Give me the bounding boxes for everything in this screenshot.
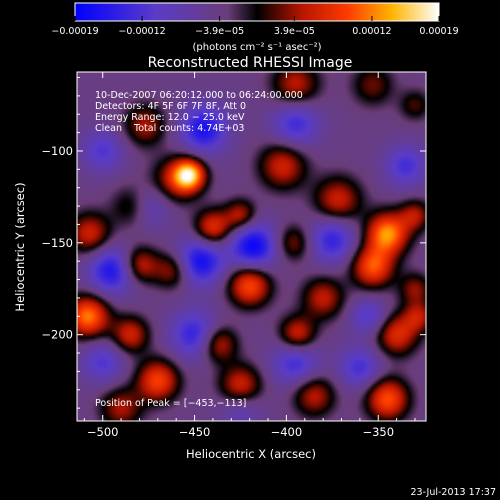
x-axis-label: Heliocentric X (arcsec)	[186, 447, 316, 461]
colorbar-tick-label: −0.00012	[118, 26, 165, 37]
heatmap-image	[77, 72, 426, 421]
colorbar-ticks: −0.00019 −0.00012 −3.9e−05 3.9e−05 0.00012 0.…	[51, 16, 459, 37]
y-tick-label: −150	[41, 236, 73, 250]
x-tick-label: −400	[271, 425, 303, 439]
plot-frame	[76, 71, 427, 422]
y-tick-label: −200	[41, 328, 73, 342]
plot-area: −500 −450 −400 −350 −100 −150 −200	[41, 71, 427, 439]
colorbar-tick-label: 0.00012	[352, 26, 391, 37]
annotations: 10-Dec-2007 06:20:12.000 to 06:24:00.000…	[95, 90, 303, 409]
annotation-clean-counts: Clean Total counts: 4.74E+03	[95, 123, 244, 134]
y-tick-label: −100	[41, 144, 73, 158]
colorbar-unit-label: (photons cm⁻² s⁻¹ asec⁻²)	[192, 42, 321, 53]
y-axis-label: Heliocentric Y (arcsec)	[13, 182, 27, 311]
footer-timestamp: 23-Jul-2013 17:37	[410, 487, 496, 498]
annotation-energy-range: Energy Range: 12.0 − 25.0 keV	[95, 112, 245, 123]
x-tick-label: −350	[362, 425, 394, 439]
annotation-peak-position: Position of Peak = [−453,−113]	[95, 398, 246, 409]
chart-title: Reconstructed RHESSI Image	[148, 55, 353, 71]
colorbar-tick-label: −0.00019	[51, 26, 98, 37]
axis-ticks: −500 −450 −400 −350 −100 −150 −200	[41, 72, 426, 439]
colorbar-tick-label: −3.9e−05	[195, 26, 244, 37]
annotation-time-range: 10-Dec-2007 06:20:12.000 to 06:24:00.000	[95, 90, 303, 101]
annotation-detectors: Detectors: 4F 5F 6F 7F 8F, Att 0	[95, 101, 246, 112]
colorbar: −0.00019 −0.00012 −3.9e−05 3.9e−05 0.00012 0.…	[51, 2, 459, 53]
colorbar-tick-label: 3.9e−05	[274, 26, 315, 37]
colorbar-tick-label: 0.00019	[419, 26, 458, 37]
x-tick-label: −500	[87, 425, 119, 439]
x-tick-label: −450	[179, 425, 211, 439]
colorbar-gradient	[74, 2, 440, 22]
